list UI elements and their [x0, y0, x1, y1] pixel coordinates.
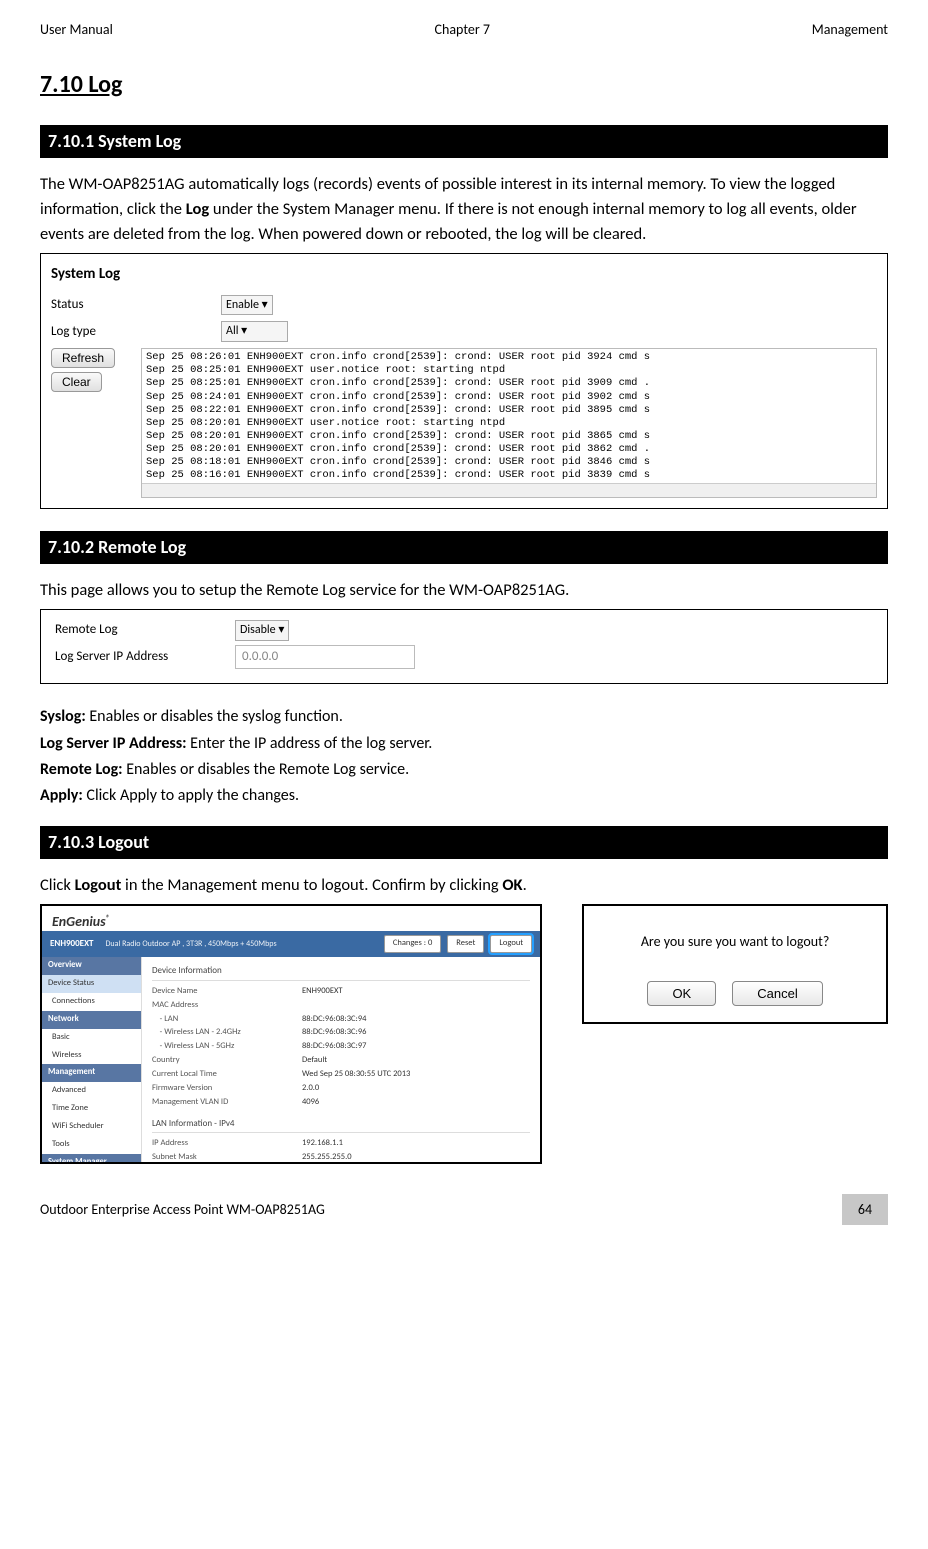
reset-button[interactable]: Reset: [447, 935, 484, 953]
changes-button[interactable]: Changes : 0: [384, 935, 441, 953]
nav-timezone[interactable]: Time Zone: [42, 1100, 141, 1118]
device-desc: Dual Radio Outdoor AP , 3T3R , 450Mbps +…: [105, 939, 377, 950]
remote-log-label: Remote Log: [55, 621, 235, 639]
page-number: 64: [842, 1194, 888, 1226]
logout-paragraph: Click Logout in the Management menu to l…: [40, 873, 888, 898]
log-line: Sep 25 08:25:01 ENH900EXT cron.info cron…: [146, 377, 872, 390]
def-key: Apply:: [40, 786, 83, 805]
nav-advanced[interactable]: Advanced: [42, 1082, 141, 1100]
cancel-button[interactable]: Cancel: [732, 981, 822, 1006]
log-line: Sep 25 08:20:01 ENH900EXT cron.info cron…: [146, 443, 872, 456]
nav-management[interactable]: Management: [42, 1064, 141, 1082]
logo: EnGenius®: [42, 906, 540, 932]
top-bar: ENH900EXT Dual Radio Outdoor AP , 3T3R ,…: [42, 931, 540, 957]
device-model: ENH900EXT: [50, 938, 93, 951]
def-val: Enter the IP address of the log server.: [187, 734, 433, 753]
logtype-select[interactable]: All ▾: [221, 321, 288, 342]
refresh-button[interactable]: Refresh: [51, 348, 115, 368]
bold-ok: OK: [502, 875, 522, 895]
system-log-paragraph: The WM-OAP8251AG automatically logs (rec…: [40, 172, 888, 246]
subheading-system-log: 7.10.1 System Log: [40, 125, 888, 158]
remote-log-select[interactable]: Disable ▾: [235, 620, 289, 641]
log-line: Sep 25 08:22:01 ENH900EXT cron.info cron…: [146, 404, 872, 417]
scrollbar[interactable]: [142, 483, 876, 497]
confirm-dialog: Are you sure you want to logout? OK Canc…: [582, 904, 888, 1025]
section-device-info: Device Information: [152, 965, 530, 981]
def-key: Log Server IP Address:: [40, 734, 187, 753]
logout-button[interactable]: Logout: [490, 935, 532, 953]
clear-button[interactable]: Clear: [51, 372, 102, 392]
def-val: Enables or disables the Remote Log servi…: [123, 760, 410, 779]
log-line: Sep 25 08:20:01 ENH900EXT cron.info cron…: [146, 430, 872, 443]
log-line: Sep 25 08:20:01 ENH900EXT user.notice ro…: [146, 417, 872, 430]
status-select[interactable]: Enable ▾: [221, 295, 273, 316]
nav-overview[interactable]: Overview: [42, 957, 141, 975]
subheading-logout: 7.10.3 Logout: [40, 826, 888, 859]
nav-tools[interactable]: Tools: [42, 1136, 141, 1154]
remote-log-paragraph: This page allows you to setup the Remote…: [40, 578, 888, 603]
def-key: Remote Log:: [40, 760, 123, 779]
footer-text: Outdoor Enterprise Access Point WM-OAP82…: [40, 1200, 842, 1220]
log-line: Sep 25 08:16:01 ENH900EXT cron.info cron…: [146, 469, 872, 482]
definition-list: Syslog: Enables or disables the syslog f…: [40, 706, 888, 808]
dialog-message: Are you sure you want to logout?: [604, 932, 866, 952]
header-right: Management: [812, 20, 888, 40]
syslog-title: System Log: [51, 264, 877, 285]
def-val: Enables or disables the syslog function.: [86, 707, 343, 726]
log-textarea[interactable]: Sep 25 08:26:01 ENH900EXT cron.info cron…: [141, 348, 877, 498]
def-key: Syslog:: [40, 707, 86, 726]
nav-device-status[interactable]: Device Status: [42, 975, 141, 993]
log-line: Sep 25 08:26:01 ENH900EXT cron.info cron…: [146, 351, 872, 364]
subheading-remote-log: 7.10.2 Remote Log: [40, 531, 888, 564]
log-server-ip-label: Log Server IP Address: [55, 648, 235, 666]
system-log-screenshot: System Log Status Enable ▾ Log type All …: [40, 253, 888, 510]
log-line: Sep 25 08:18:01 ENH900EXT cron.info cron…: [146, 456, 872, 469]
nav-wireless[interactable]: Wireless: [42, 1047, 141, 1065]
log-line: Sep 25 08:24:01 ENH900EXT cron.info cron…: [146, 391, 872, 404]
page-footer: Outdoor Enterprise Access Point WM-OAP82…: [40, 1194, 888, 1226]
nav-scheduler[interactable]: WiFi Scheduler: [42, 1118, 141, 1136]
nav-network[interactable]: Network: [42, 1011, 141, 1029]
section-title: 7.10 Log: [40, 68, 888, 102]
remote-log-screenshot: Remote Log Disable ▾ Log Server IP Addre…: [40, 609, 888, 684]
status-label: Status: [51, 296, 221, 314]
bold-logout: Logout: [75, 875, 122, 895]
sidebar: Overview Device Status Connections Netwo…: [42, 957, 142, 1164]
page-header: User Manual Chapter 7 Management: [40, 20, 888, 40]
nav-system-manager[interactable]: System Manager: [42, 1154, 141, 1164]
header-center: Chapter 7: [435, 20, 490, 40]
header-left: User Manual: [40, 20, 113, 40]
logtype-label: Log type: [51, 323, 221, 341]
nav-basic[interactable]: Basic: [42, 1029, 141, 1047]
management-screenshot: EnGenius® ENH900EXT Dual Radio Outdoor A…: [40, 904, 542, 1164]
section-lan-info: LAN Information - IPv4: [152, 1118, 530, 1134]
nav-connections[interactable]: Connections: [42, 993, 141, 1011]
para-bold-log: Log: [186, 199, 209, 219]
log-line: Sep 25 08:25:01 ENH900EXT user.notice ro…: [146, 364, 872, 377]
ok-button[interactable]: OK: [647, 981, 716, 1006]
def-val: Click Apply to apply the changes.: [83, 786, 299, 805]
log-server-ip-input[interactable]: 0.0.0.0: [235, 645, 415, 669]
content-area: Device Information Device NameENH900EXT …: [142, 957, 540, 1164]
